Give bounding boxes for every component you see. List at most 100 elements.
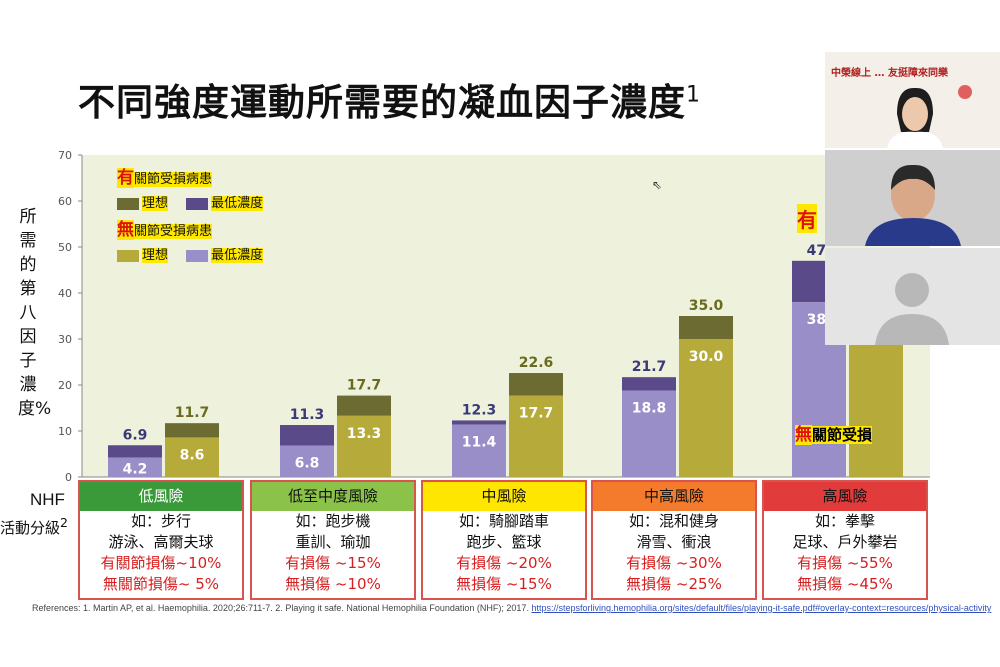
risk-category-header: 低風險 xyxy=(80,482,242,511)
video-tile-presenter[interactable]: 中榮線上 … 友挺障來同樂 xyxy=(825,52,1000,148)
legend-without-min: 最低濃度 xyxy=(211,248,264,263)
slide-title: 不同強度運動所需要的凝血因子濃度1 xyxy=(78,81,701,124)
risk-category-1: 低風險 如：步行游泳、高爾夫球 有關節損傷~10% 無關節損傷~ 5% xyxy=(78,480,244,600)
legend-with-ideal: 理想 xyxy=(142,196,169,211)
risk-category-inj2: 無損傷 ~45% xyxy=(797,575,893,593)
risk-category-inj1: 有損傷 ~30% xyxy=(626,554,722,572)
bar-without-min xyxy=(622,390,676,477)
y-tick-label: 60 xyxy=(58,195,72,208)
bar-without-ideal xyxy=(509,395,563,477)
bar-with-ideal xyxy=(679,316,733,339)
legend-without-text: 關節受損病患 xyxy=(134,224,213,239)
bar-without-min xyxy=(452,424,506,477)
label-with-ideal: 22.6 xyxy=(519,355,554,371)
y-tick-label: 30 xyxy=(58,333,72,346)
user-placeholder-icon xyxy=(825,248,1000,345)
legend-with-min: 最低濃度 xyxy=(211,196,264,211)
label-with-ideal: 11.7 xyxy=(175,405,210,421)
speaker-avatar-icon xyxy=(825,150,1000,246)
annotation-no-joint-damage: 無關節受損 xyxy=(795,425,873,445)
nhf-label: NHF xyxy=(30,490,65,509)
bar-without-ideal xyxy=(849,339,903,477)
legend-without-ideal: 理想 xyxy=(142,248,169,263)
risk-category-inj2: 無關節損傷~ 5% xyxy=(102,575,220,593)
risk-category-example2: 游泳、高爾夫球 xyxy=(108,533,214,551)
label-with-min: 12.3 xyxy=(462,402,497,418)
risk-category-example2: 跑步、籃球 xyxy=(466,533,542,551)
presenter-avatar-icon xyxy=(887,85,972,148)
label-without-min: 18.8 xyxy=(632,401,667,417)
bar-with-ideal xyxy=(509,373,563,396)
risk-category-header: 低至中度風險 xyxy=(252,482,414,511)
label-with-ideal: 17.7 xyxy=(347,378,382,394)
risk-category-inj2: 無損傷 ~10% xyxy=(285,575,381,593)
y-tick-label: 10 xyxy=(58,425,72,438)
label-without-ideal: 30.0 xyxy=(689,349,724,365)
legend-swatch-without-min xyxy=(186,249,209,262)
legend: 有關節受損病患 理想 最低濃度 無關節受損病患 理想 最低濃度 xyxy=(117,163,264,263)
risk-category-inj1: 有損傷 ~15% xyxy=(285,554,381,572)
video-banner-text: 中榮線上 … 友挺障來同樂 xyxy=(831,68,948,79)
annotation-have-mark: 有 xyxy=(797,204,817,233)
legend-with-text: 關節受損病患 xyxy=(134,172,213,187)
risk-category-header: 中高風險 xyxy=(593,482,755,511)
legend-swatch-without-ideal xyxy=(117,249,139,262)
risk-category-inj1: 有關節損傷~10% xyxy=(100,554,222,572)
label-without-ideal: 13.3 xyxy=(347,426,382,442)
risk-category-example: 如：跑步機 xyxy=(295,512,371,530)
risk-category-5: 高風險 如：拳擊足球、戶外攀岩 有損傷 ~55% 無損傷 ~45% xyxy=(762,480,928,600)
bar-with-min xyxy=(108,445,162,458)
bar-without-ideal xyxy=(337,415,391,477)
video-tile-no-camera[interactable] xyxy=(825,248,1000,345)
video-tile-speaker[interactable] xyxy=(825,150,1000,246)
label-without-min: 4.2 xyxy=(123,461,148,477)
label-with-min: 6.9 xyxy=(123,427,148,443)
risk-category-header: 中風險 xyxy=(423,482,585,511)
bar-with-min xyxy=(452,420,506,425)
risk-category-inj1: 有損傷 ~20% xyxy=(456,554,552,572)
bar-with-ideal xyxy=(165,423,219,438)
legend-with-mark: 有 xyxy=(117,168,134,188)
label-without-min: 11.4 xyxy=(462,435,497,451)
bar-without-min xyxy=(280,445,334,477)
bar-without-min xyxy=(108,457,162,477)
risk-category-example: 如：混和健身 xyxy=(628,512,719,530)
reference-link[interactable]: https://stepsforliving.hemophilia.org/si… xyxy=(531,603,992,613)
label-without-ideal: 8.6 xyxy=(180,447,205,463)
risk-category-example2: 滑雪、衝浪 xyxy=(636,533,712,551)
risk-category-4: 中高風險 如：混和健身 滑雪、衝浪有損傷 ~30% 無損傷 ~25% xyxy=(591,480,757,600)
bar-with-ideal xyxy=(337,395,391,416)
mouse-cursor-icon: ⇖ xyxy=(652,178,663,192)
y-tick-label: 50 xyxy=(58,241,72,254)
risk-category-inj2: 無損傷 ~25% xyxy=(626,575,722,593)
label-without-min: 6.8 xyxy=(295,455,320,471)
bar-without-ideal xyxy=(165,437,219,477)
risk-category-example: 如：騎腳踏車 xyxy=(458,512,549,530)
legend-without-mark: 無 xyxy=(117,220,134,240)
label-with-min: 21.7 xyxy=(632,359,667,375)
risk-category-inj1: 有損傷 ~55% xyxy=(797,554,893,572)
y-tick-label: 40 xyxy=(58,287,72,300)
y-tick-label: 70 xyxy=(58,149,72,162)
risk-category-2: 低至中度風險 如：跑步機重訓、瑜珈有損傷 ~15% 無損傷 ~10% xyxy=(250,480,416,600)
label-without-ideal: 17.7 xyxy=(519,406,554,422)
risk-category-example: 如：步行 xyxy=(130,512,191,530)
risk-category-header: 高風險 xyxy=(764,482,926,511)
nhf-activity-label: 活動分級2 xyxy=(0,515,68,537)
y-tick-label: 20 xyxy=(58,379,72,392)
references: References: 1. Martin AP, et al. Haemoph… xyxy=(32,603,992,613)
label-with-min: 11.3 xyxy=(290,407,325,423)
bar-without-ideal xyxy=(679,339,733,477)
y-axis-label: 所需的第八因子濃度% xyxy=(18,207,52,419)
label-with-ideal: 35.0 xyxy=(689,298,724,314)
legend-swatch-with-ideal xyxy=(117,197,139,210)
risk-category-example: 如：拳擊 xyxy=(814,512,875,530)
risk-category-inj2: 無損傷 ~15% xyxy=(456,575,552,593)
bar-with-min xyxy=(622,377,676,391)
risk-category-example2: 重訓、瑜珈 xyxy=(295,533,371,551)
legend-swatch-with-min xyxy=(186,197,209,210)
bar-with-min xyxy=(280,425,334,446)
risk-category-example2: 足球、戶外攀岩 xyxy=(792,533,898,551)
risk-category-3: 中風險 如：騎腳踏車 跑步、籃球有損傷 ~20% 無損傷 ~15% xyxy=(421,480,587,600)
y-tick-label: 0 xyxy=(65,471,72,484)
